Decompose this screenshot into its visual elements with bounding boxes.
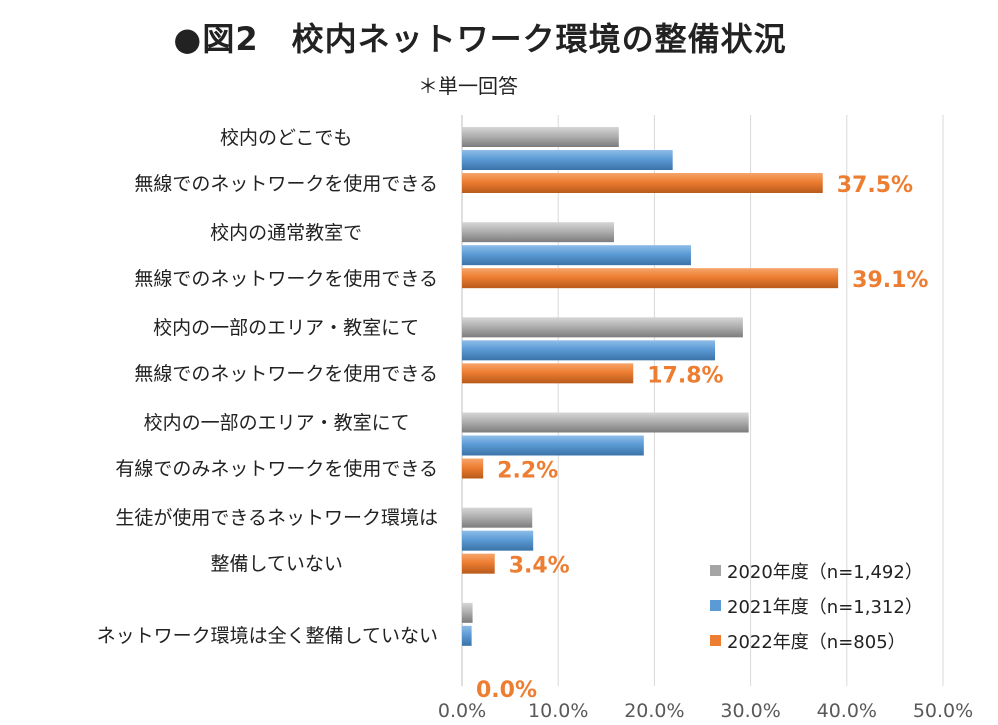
category-label-line: 整備していない — [210, 553, 343, 576]
category-label-line: 無線でのネットワークを使用できる — [134, 362, 438, 385]
legend-label: 2022年度（n=805） — [727, 631, 906, 653]
legend-swatch — [710, 600, 721, 611]
x-tick-label: 50.0% — [913, 700, 973, 722]
bar-2021 — [462, 150, 673, 170]
bar-2020 — [462, 412, 749, 433]
legend-label: 2020年度（n=1,492） — [727, 561, 923, 583]
data-label: 0.0% — [476, 678, 537, 703]
x-tick-label: 20.0% — [624, 700, 684, 722]
bar-2020 — [462, 507, 533, 528]
bar-2021 — [462, 625, 472, 646]
x-tick-label: 10.0% — [528, 700, 588, 722]
data-label: 39.1% — [852, 268, 928, 293]
bar-2021 — [462, 245, 691, 266]
chart-subtitle: ＊単一回答 — [418, 74, 518, 98]
legend-swatch — [710, 635, 721, 646]
bar-2022 — [462, 268, 839, 289]
category-label-line: 有線でのみネットワークを使用できる — [115, 458, 438, 481]
data-label: 37.5% — [837, 173, 913, 198]
category-label: 校内の一部のエリア・教室にて 無線でのネットワークを使用できる — [134, 305, 438, 397]
category-label-line: 校内の通常教室で — [210, 221, 363, 244]
chart-legend: 2020年度（n=1,492） 2021年度（n=1,312） 2022年度（n=8… — [710, 553, 923, 658]
x-tick-label: 0.0% — [438, 700, 486, 722]
category-label: ネットワーク環境は全く整備していない — [97, 613, 438, 659]
legend-label: 2021年度（n=1,312） — [727, 596, 923, 618]
category-label-line: 無線でのネットワークを使用できる — [134, 172, 438, 195]
category-label-line: 校内のどこでも — [219, 126, 353, 149]
category-label-line: 校内の一部のエリア・教室にて — [143, 412, 410, 435]
legend-item: 2022年度（n=805） — [710, 623, 923, 658]
bar-2020 — [462, 317, 743, 338]
bar-2022 — [462, 363, 634, 384]
bar-2021 — [462, 435, 644, 456]
legend-swatch — [710, 565, 721, 576]
bar-2021 — [462, 340, 716, 361]
bar-2022 — [462, 458, 484, 479]
legend-item: 2021年度（n=1,312） — [710, 588, 923, 623]
category-label: 校内の一部のエリア・教室にて有線でのみネットワークを使用できる — [115, 400, 438, 492]
bar-2021 — [462, 530, 534, 551]
category-label: 校内の通常教室で無線でのネットワークを使用できる — [134, 210, 438, 302]
category-label-line: 校内の一部のエリア・教室にて — [153, 316, 420, 339]
category-label: 校内のどこでも無線でのネットワークを使用できる — [134, 115, 438, 207]
data-label: 2.2% — [497, 459, 558, 484]
bar-2022 — [462, 173, 823, 193]
bar-2020 — [462, 222, 614, 243]
chart-title: ●図2 校内ネットワーク環境の整備状況 — [173, 20, 787, 58]
data-label: 17.8% — [647, 363, 723, 388]
category-label-line: ネットワーク環境は全く整備していない — [96, 625, 438, 648]
category-label-line: 生徒が使用できるネットワーク環境は — [115, 507, 438, 530]
data-label: 3.4% — [509, 554, 570, 579]
bar-2020 — [462, 127, 619, 147]
x-tick-label: 40.0% — [817, 700, 877, 722]
legend-item: 2020年度（n=1,492） — [710, 553, 923, 588]
category-label-line: 無線でのネットワークを使用できる — [134, 267, 438, 290]
bar-2020 — [462, 602, 473, 623]
category-label: 生徒が使用できるネットワーク環境は 整備していない — [115, 495, 438, 587]
x-tick-label: 30.0% — [720, 700, 780, 722]
bar-2022 — [462, 553, 495, 574]
